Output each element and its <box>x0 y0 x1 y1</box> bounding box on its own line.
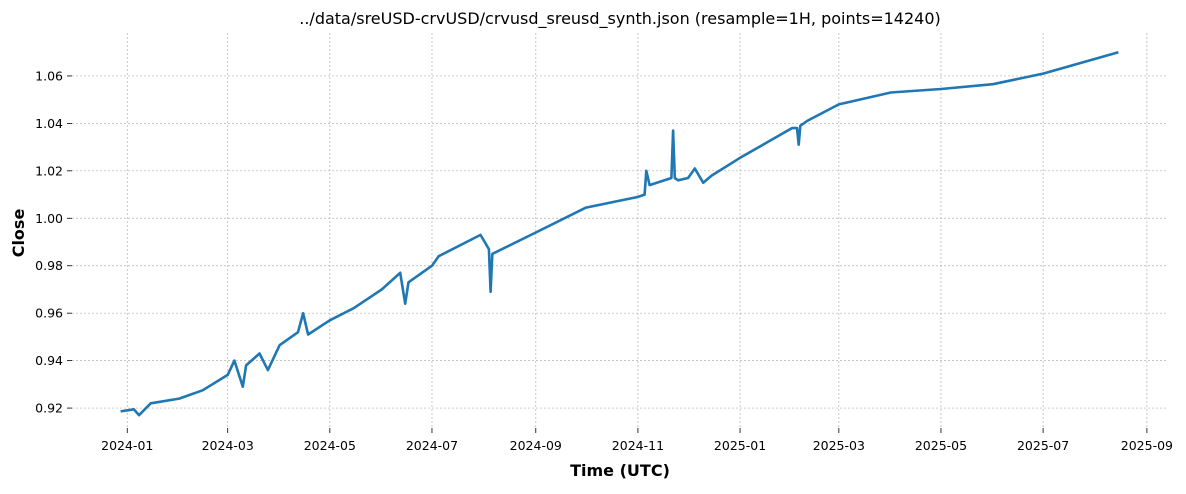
y-tick-label: 0.96 <box>35 306 63 321</box>
x-tick-label: 2025-09 <box>1121 438 1173 453</box>
x-tick-label: 2024-03 <box>202 438 254 453</box>
x-axis-label: Time (UTC) <box>570 461 670 480</box>
y-axis-label: Close <box>9 209 28 258</box>
x-tick-label: 2025-05 <box>915 438 967 453</box>
y-tick-label: 0.94 <box>35 353 63 368</box>
y-tick-label: 1.00 <box>35 211 63 226</box>
series-line <box>120 50 1119 417</box>
x-tick-label: 2024-05 <box>304 438 356 453</box>
x-tick-label: 2025-07 <box>1017 438 1069 453</box>
y-tick-label: 1.04 <box>35 116 63 131</box>
y-tick-label: 1.02 <box>35 163 63 178</box>
x-tick-label: 2025-03 <box>813 438 865 453</box>
chart-title: ../data/sreUSD-crvUSD/crvusd_sreusd_synt… <box>299 9 941 29</box>
x-tick-label: 2024-07 <box>406 438 458 453</box>
x-tick-label: 2024-09 <box>510 438 562 453</box>
x-tick-label: 2024-01 <box>101 438 153 453</box>
x-axis: 2024-01 2024-03 2024-05 2024-07 2024-09 2024-… <box>101 428 1173 453</box>
y-tick-label: 0.92 <box>35 401 63 416</box>
y-tick-label: 0.98 <box>35 258 63 273</box>
gridlines <box>72 33 1167 428</box>
y-axis: 0.92 0.94 0.96 0.98 1.00 1.02 1.04 1.06 <box>35 68 72 416</box>
x-tick-label: 2024-11 <box>612 438 664 453</box>
y-tick-label: 1.06 <box>35 68 63 83</box>
x-tick-label: 2025-01 <box>714 438 766 453</box>
